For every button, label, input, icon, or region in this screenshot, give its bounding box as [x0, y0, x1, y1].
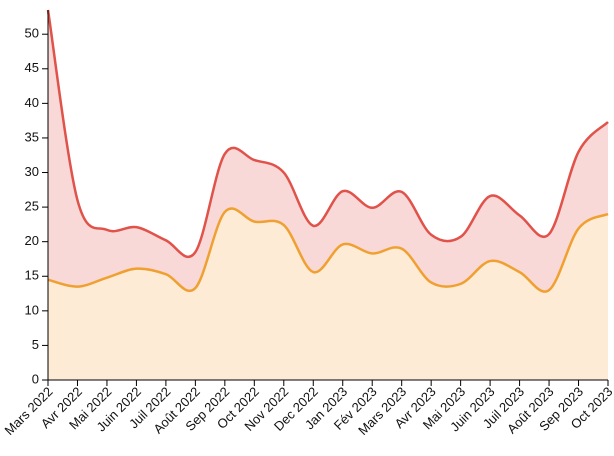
line — [47, 207, 609, 293]
y-tick-label: 15 — [25, 268, 39, 283]
y-tick-label: 25 — [25, 199, 39, 214]
y-tick-label: 50 — [25, 26, 39, 41]
y-tick-label: 40 — [25, 95, 39, 110]
y-tick-label: 20 — [25, 233, 39, 248]
y-tick-label: 10 — [25, 302, 39, 317]
line — [46, 9, 609, 259]
y-tick-label: 30 — [25, 164, 39, 179]
y-tick-label: 35 — [25, 129, 39, 144]
y-tick-label: 0 — [32, 371, 39, 386]
y-tick-label: 45 — [25, 60, 39, 75]
area-fill — [48, 208, 608, 380]
y-tick-label: 5 — [32, 337, 39, 352]
